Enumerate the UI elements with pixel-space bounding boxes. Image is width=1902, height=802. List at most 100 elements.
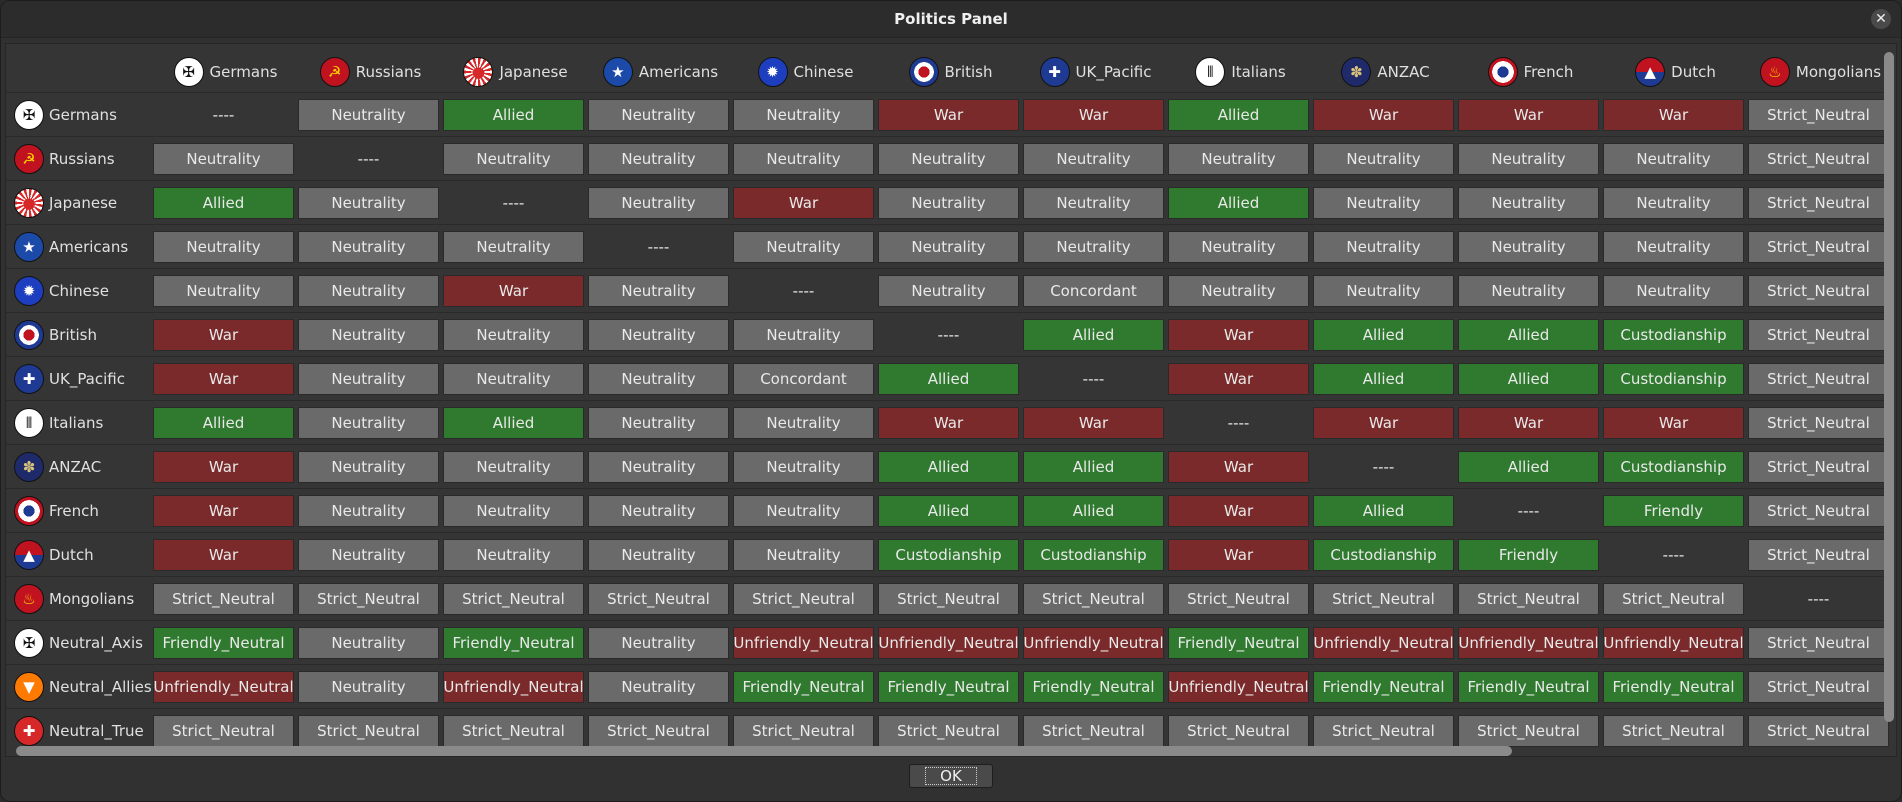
relation-cell[interactable]: Neutrality	[298, 231, 439, 263]
relation-cell[interactable]: Neutrality	[733, 143, 874, 175]
relation-cell[interactable]: Neutrality	[298, 187, 439, 219]
relation-cell[interactable]: War	[1168, 539, 1309, 571]
relation-cell[interactable]: Custodianship	[878, 539, 1019, 571]
relation-cell[interactable]: Strict_Neutral	[1168, 715, 1309, 747]
relation-cell[interactable]: Unfriendly_Neutral	[878, 627, 1019, 659]
relation-cell[interactable]: Neutrality	[298, 99, 439, 131]
relation-cell[interactable]: War	[1458, 407, 1599, 439]
relation-cell[interactable]: Strict_Neutral	[1748, 627, 1889, 659]
relation-cell[interactable]: War	[153, 539, 294, 571]
relation-cell[interactable]: Neutrality	[878, 275, 1019, 307]
relation-cell[interactable]: Unfriendly_Neutral	[1313, 627, 1454, 659]
relation-cell[interactable]: Custodianship	[1313, 539, 1454, 571]
relation-cell[interactable]: Allied	[153, 407, 294, 439]
relation-cell[interactable]: Unfriendly_Neutral	[733, 627, 874, 659]
relation-cell[interactable]: Neutrality	[588, 143, 729, 175]
relation-cell[interactable]: Neutrality	[443, 319, 584, 351]
relation-cell[interactable]: Strict_Neutral	[1748, 143, 1889, 175]
relation-cell[interactable]: Unfriendly_Neutral	[443, 671, 584, 703]
relation-cell[interactable]: Neutrality	[1168, 143, 1309, 175]
relation-cell[interactable]: Strict_Neutral	[1748, 495, 1889, 527]
relation-cell[interactable]: Unfriendly_Neutral	[1603, 627, 1744, 659]
relation-cell[interactable]: Neutrality	[1603, 143, 1744, 175]
relation-cell[interactable]: Neutrality	[298, 451, 439, 483]
relation-cell[interactable]: Strict_Neutral	[153, 583, 294, 615]
relation-cell[interactable]: Neutrality	[878, 231, 1019, 263]
relation-cell[interactable]: Neutrality	[588, 495, 729, 527]
relation-cell[interactable]: Strict_Neutral	[153, 715, 294, 747]
relation-cell[interactable]: Neutrality	[298, 671, 439, 703]
relation-cell[interactable]: Strict_Neutral	[1748, 187, 1889, 219]
relation-cell[interactable]: Strict_Neutral	[443, 583, 584, 615]
relation-cell[interactable]: Neutrality	[1168, 275, 1309, 307]
relation-cell[interactable]: Neutrality	[1168, 231, 1309, 263]
relation-cell[interactable]: Strict_Neutral	[1748, 275, 1889, 307]
relation-cell[interactable]: Allied	[1023, 495, 1164, 527]
relation-cell[interactable]: Neutrality	[153, 231, 294, 263]
relation-cell[interactable]: Strict_Neutral	[1603, 583, 1744, 615]
relation-cell[interactable]: War	[443, 275, 584, 307]
relation-cell[interactable]: Strict_Neutral	[1313, 715, 1454, 747]
relation-cell[interactable]: Neutrality	[443, 231, 584, 263]
relation-cell[interactable]: War	[1168, 363, 1309, 395]
relation-cell[interactable]: Allied	[1458, 363, 1599, 395]
relation-cell[interactable]: Neutrality	[733, 99, 874, 131]
relation-cell[interactable]: Friendly_Neutral	[878, 671, 1019, 703]
relation-cell[interactable]: Custodianship	[1023, 539, 1164, 571]
relation-cell[interactable]: Friendly	[1603, 495, 1744, 527]
relation-cell[interactable]: Neutrality	[443, 451, 584, 483]
relation-cell[interactable]: Strict_Neutral	[1168, 583, 1309, 615]
relation-cell[interactable]: Strict_Neutral	[588, 583, 729, 615]
relation-cell[interactable]: Unfriendly_Neutral	[153, 671, 294, 703]
relation-cell[interactable]: Strict_Neutral	[1748, 231, 1889, 263]
relation-cell[interactable]: Neutrality	[588, 451, 729, 483]
relation-cell[interactable]: Neutrality	[1313, 275, 1454, 307]
relation-cell[interactable]: Friendly_Neutral	[1603, 671, 1744, 703]
relation-cell[interactable]: Neutrality	[733, 231, 874, 263]
relation-cell[interactable]: Unfriendly_Neutral	[1168, 671, 1309, 703]
relation-cell[interactable]: Strict_Neutral	[1748, 715, 1889, 747]
relation-cell[interactable]: Strict_Neutral	[1023, 583, 1164, 615]
relation-cell[interactable]: Strict_Neutral	[1023, 715, 1164, 747]
relation-cell[interactable]: Neutrality	[588, 187, 729, 219]
relation-cell[interactable]: Neutrality	[733, 495, 874, 527]
relation-cell[interactable]: Strict_Neutral	[1748, 539, 1889, 571]
relation-cell[interactable]: Neutrality	[733, 451, 874, 483]
relation-cell[interactable]: Strict_Neutral	[1748, 451, 1889, 483]
relation-cell[interactable]: War	[1313, 99, 1454, 131]
relation-cell[interactable]: Neutrality	[588, 363, 729, 395]
relation-cell[interactable]: Allied	[1023, 451, 1164, 483]
relation-cell[interactable]: Neutrality	[298, 627, 439, 659]
relation-cell[interactable]: Concordant	[1023, 275, 1164, 307]
relation-cell[interactable]: Neutrality	[298, 275, 439, 307]
close-button[interactable]: ✕	[1871, 9, 1891, 29]
relation-cell[interactable]: Neutrality	[443, 539, 584, 571]
relation-cell[interactable]: Friendly_Neutral	[1313, 671, 1454, 703]
horizontal-scrollbar[interactable]	[16, 746, 1512, 756]
relation-cell[interactable]: Neutrality	[1313, 143, 1454, 175]
relation-cell[interactable]: War	[878, 99, 1019, 131]
relation-cell[interactable]: War	[1168, 319, 1309, 351]
relation-cell[interactable]: Allied	[1458, 451, 1599, 483]
relation-cell[interactable]: Strict_Neutral	[1748, 407, 1889, 439]
relation-cell[interactable]: Neutrality	[298, 363, 439, 395]
relation-cell[interactable]: Neutrality	[443, 363, 584, 395]
relation-cell[interactable]: War	[878, 407, 1019, 439]
relation-cell[interactable]: War	[1603, 99, 1744, 131]
relation-cell[interactable]: Neutrality	[733, 319, 874, 351]
relation-cell[interactable]: War	[1168, 495, 1309, 527]
relation-cell[interactable]: Neutrality	[733, 539, 874, 571]
relation-cell[interactable]: Allied	[443, 99, 584, 131]
relation-cell[interactable]: Allied	[1313, 363, 1454, 395]
relation-cell[interactable]: Strict_Neutral	[878, 715, 1019, 747]
relation-cell[interactable]: Neutrality	[1603, 275, 1744, 307]
relation-cell[interactable]: Allied	[153, 187, 294, 219]
relation-cell[interactable]: Neutrality	[153, 143, 294, 175]
relation-cell[interactable]: Neutrality	[1458, 231, 1599, 263]
relation-cell[interactable]: Allied	[1313, 319, 1454, 351]
relation-cell[interactable]: Concordant	[733, 363, 874, 395]
relation-cell[interactable]: War	[1023, 407, 1164, 439]
relation-cell[interactable]: Friendly_Neutral	[733, 671, 874, 703]
relation-cell[interactable]: Neutrality	[1458, 143, 1599, 175]
relation-cell[interactable]: Neutrality	[588, 627, 729, 659]
